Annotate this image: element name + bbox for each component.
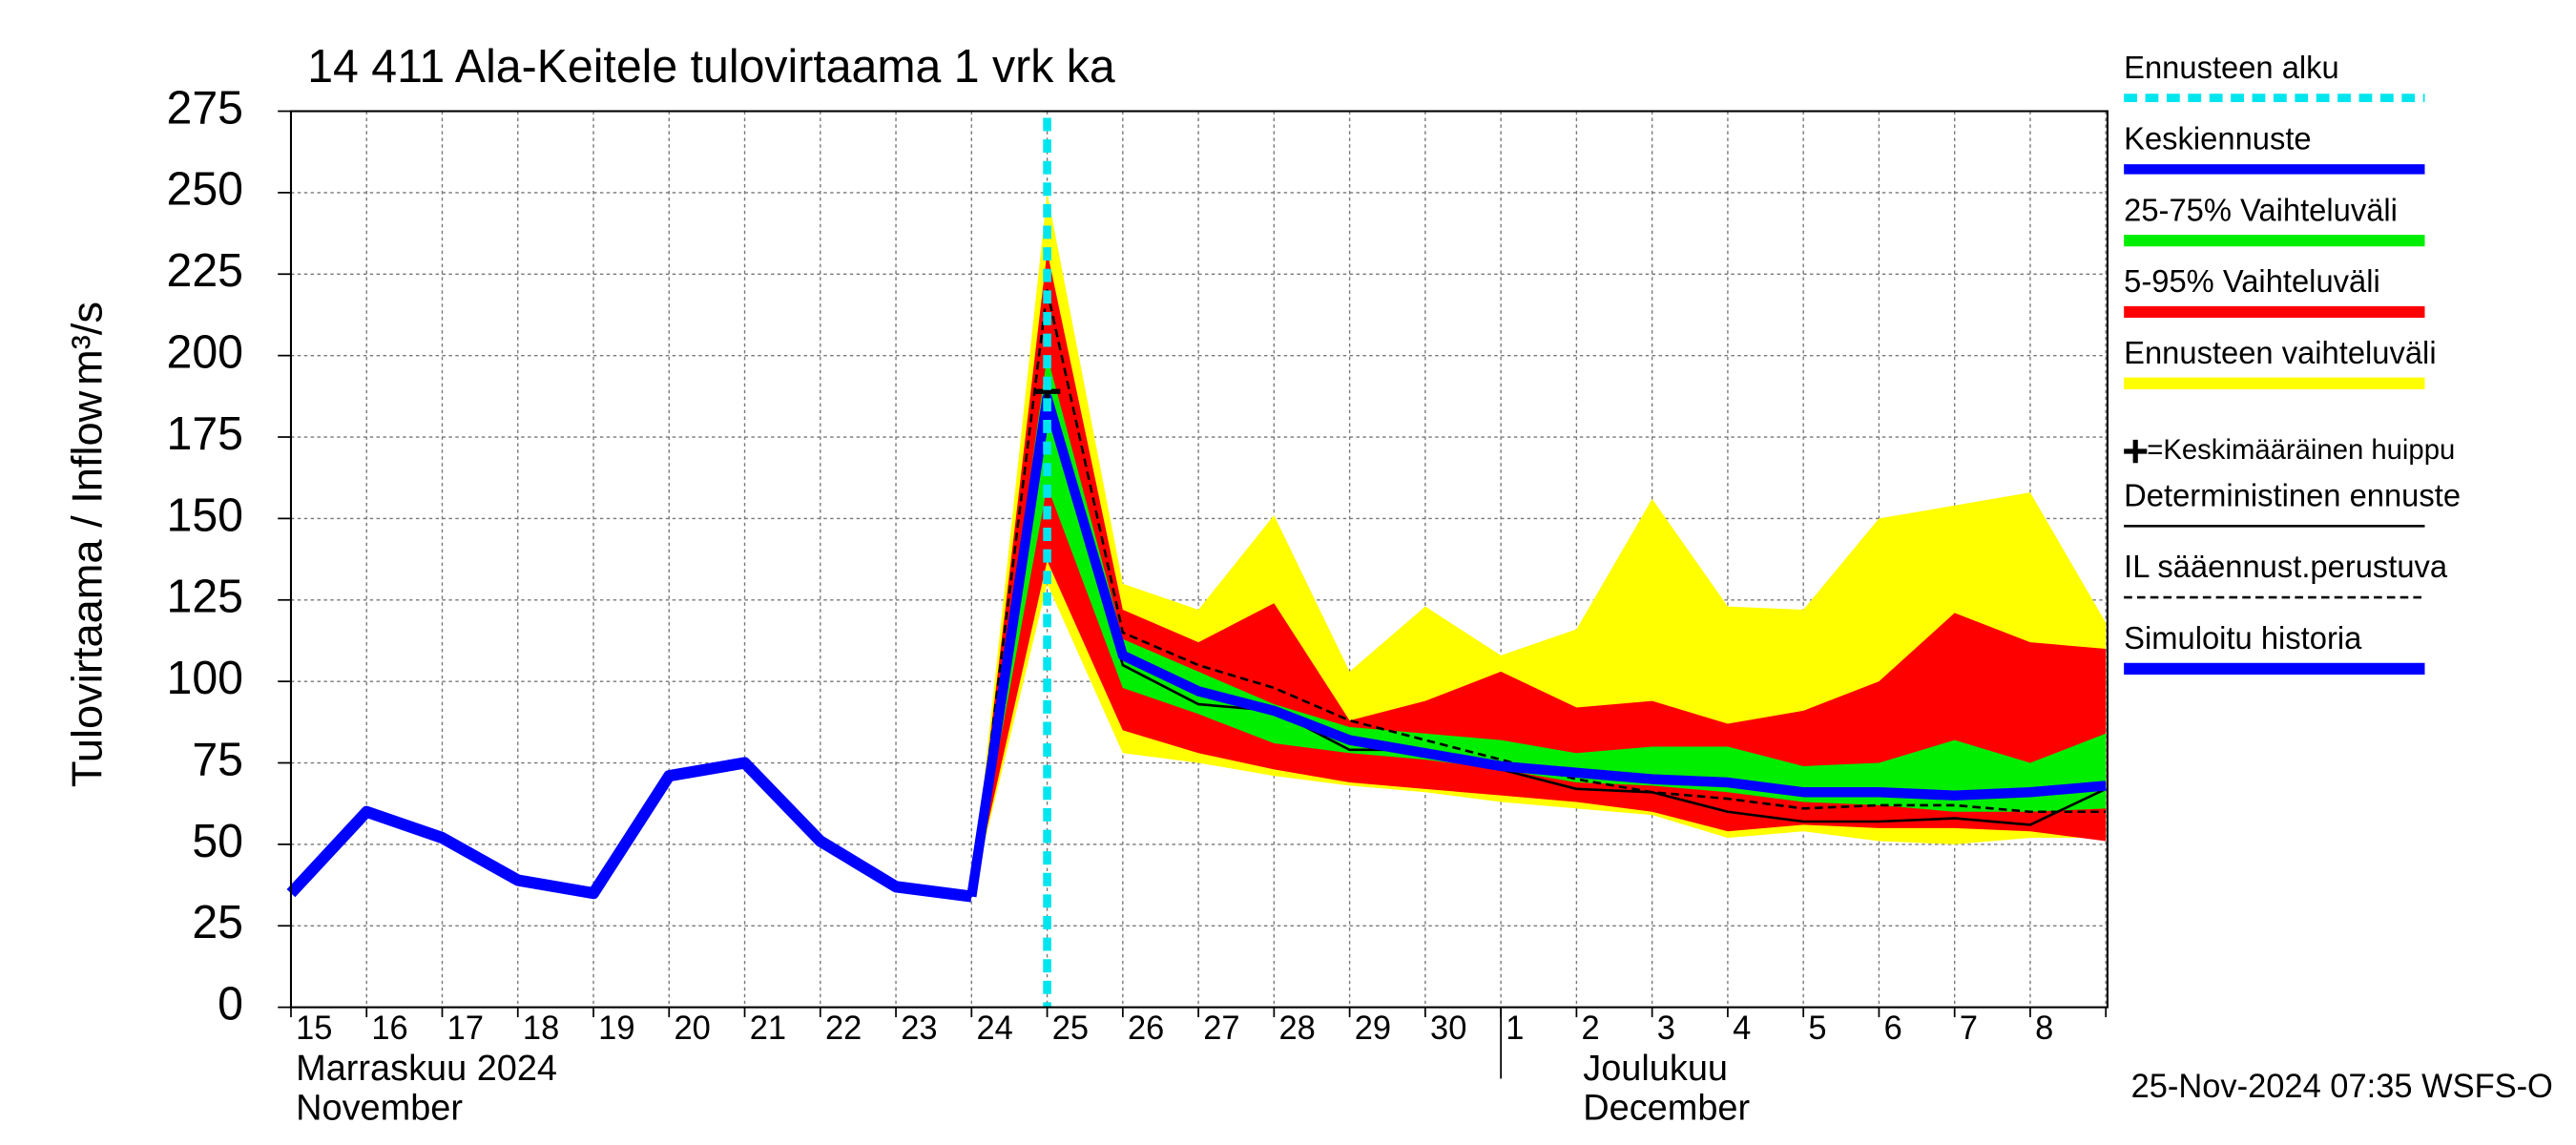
x-tick-label: 24 xyxy=(976,1010,1012,1047)
plot-frame xyxy=(289,110,2109,1009)
legend-label: Ennusteen alku xyxy=(2124,50,2339,85)
legend-peak-symbol xyxy=(2124,439,2148,464)
y-tick-label: 125 xyxy=(167,571,243,622)
x-tick-label: 6 xyxy=(1884,1010,1902,1047)
y-tick-label: 150 xyxy=(167,489,243,541)
y-tick-label: 175 xyxy=(167,408,243,460)
x-tick-label: 4 xyxy=(1733,1010,1751,1047)
x-tick-label: 3 xyxy=(1657,1010,1675,1047)
x-tick-label: 5 xyxy=(1808,1010,1826,1047)
legend-label: =Keskimääräinen huippu xyxy=(2147,434,2455,466)
x-tick-label: 21 xyxy=(750,1010,786,1047)
x-tick-label: 27 xyxy=(1203,1010,1239,1047)
y-tick-label: 50 xyxy=(192,816,243,867)
y-tick-label: 100 xyxy=(167,653,243,704)
x-tick-label: 29 xyxy=(1355,1010,1391,1047)
series-line xyxy=(970,289,2107,897)
series-line xyxy=(966,392,2107,898)
month-label: Marraskuu 2024 xyxy=(296,1049,557,1089)
y-tick-label: 275 xyxy=(167,82,243,134)
x-tick-label: 2 xyxy=(1582,1010,1600,1047)
month-label: December xyxy=(1583,1088,1750,1128)
x-tick-label: 26 xyxy=(1128,1010,1164,1047)
x-tick-label: 16 xyxy=(371,1010,407,1047)
x-tick-label: 17 xyxy=(447,1010,484,1047)
month-label: Joulukuu xyxy=(1583,1049,1728,1089)
x-tick-label: 8 xyxy=(2035,1010,2053,1047)
y-axis-label: Tulovirtaama / Inflow xyxy=(63,390,112,787)
x-tick-label: 22 xyxy=(825,1010,862,1047)
x-tick-label: 23 xyxy=(901,1010,937,1047)
x-tick-label: 30 xyxy=(1430,1010,1466,1047)
footer: 25-Nov-2024 07:35 WSFS-O xyxy=(2131,1069,2553,1105)
y-tick-label: 200 xyxy=(167,326,243,378)
y-tick-label: 250 xyxy=(167,164,243,216)
legend-label: Simuloitu historia xyxy=(2124,620,2362,656)
y-tick-label: 75 xyxy=(192,734,243,785)
y-tick-label: 25 xyxy=(192,897,243,948)
legend-label: 25-75% Vaihteluväli xyxy=(2124,192,2398,227)
x-tick-label: 18 xyxy=(523,1010,559,1047)
y-axis-unit: m³/s xyxy=(63,302,112,385)
legend-label: Keskiennuste xyxy=(2124,120,2311,156)
y-tick-label: 0 xyxy=(218,978,243,1030)
series-line xyxy=(970,393,2107,897)
x-tick-label: 19 xyxy=(598,1010,634,1047)
chart-title: 14 411 Ala-Keitele tulovirtaama 1 vrk ka xyxy=(307,41,1115,93)
y-tick-label: 225 xyxy=(167,245,243,297)
legend-label: 5-95% Vaihteluväli xyxy=(2124,263,2380,299)
legend-label: Deterministinen ennuste xyxy=(2124,477,2461,512)
x-tick-label: 28 xyxy=(1279,1010,1316,1047)
x-tick-label: 7 xyxy=(1960,1010,1978,1047)
month-label: November xyxy=(296,1088,463,1128)
x-tick-label: 15 xyxy=(296,1010,332,1047)
legend-label: Ennusteen vaihteluväli xyxy=(2124,335,2436,370)
legend-label: IL sääennust.perustuva xyxy=(2124,549,2448,584)
x-tick-label: 1 xyxy=(1506,1010,1524,1047)
series-line xyxy=(286,757,973,903)
x-tick-label: 25 xyxy=(1052,1010,1089,1047)
x-tick-label: 20 xyxy=(674,1010,710,1047)
